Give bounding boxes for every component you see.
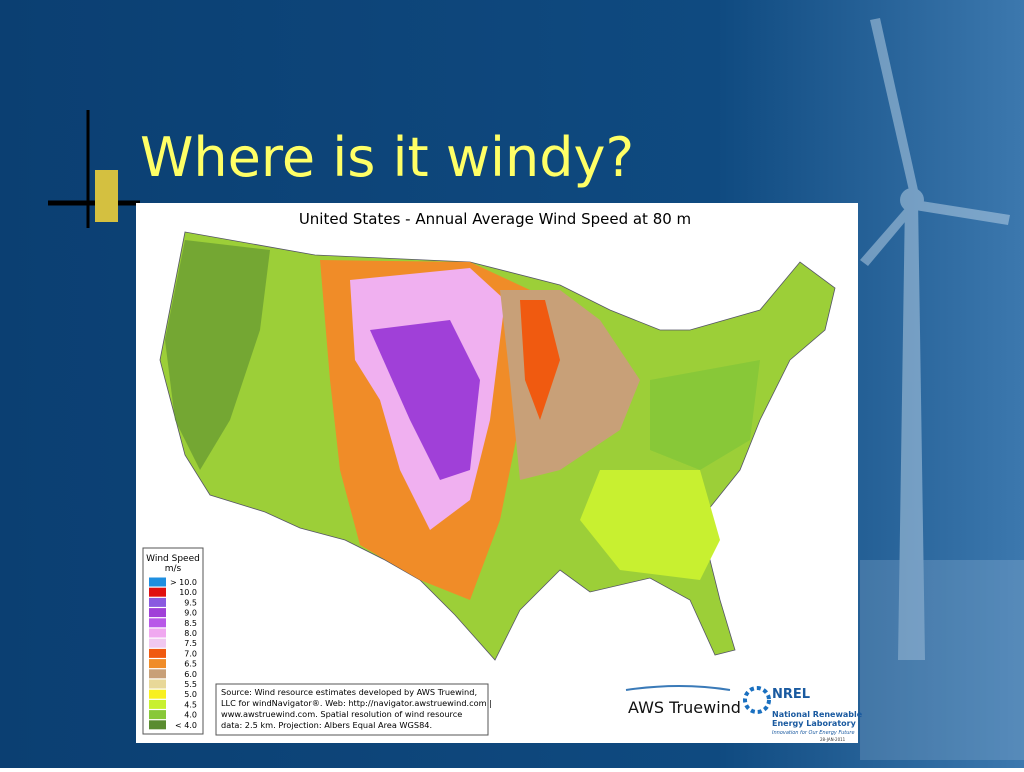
nrel-name: National Renewable <box>772 710 863 719</box>
legend-swatch <box>149 659 166 669</box>
legend-label: 10.0 <box>179 588 197 597</box>
nrel-name: Energy Laboratory <box>772 719 857 728</box>
legend-label: 4.0 <box>184 711 197 720</box>
legend-swatch <box>149 710 166 720</box>
source-line: data: 2.5 km. Projection: Albers Equal A… <box>221 720 432 730</box>
legend-swatch <box>149 638 166 648</box>
us-map <box>159 231 836 661</box>
source-line: www.awstruewind.com. Spatial resolution … <box>221 709 462 719</box>
legend-label: 7.0 <box>184 649 197 658</box>
legend-swatch <box>149 608 166 618</box>
source-line: Source: Wind resource estimates develope… <box>221 687 477 697</box>
map-title: United States - Annual Average Wind Spee… <box>299 210 691 228</box>
slide-title: Where is it windy? <box>140 126 634 189</box>
legend-swatch <box>149 597 166 607</box>
legend-label: 9.5 <box>184 598 197 607</box>
legend-label: > 10.0 <box>170 578 197 587</box>
legend-label: < 4.0 <box>175 721 197 730</box>
legend-label: 6.0 <box>184 670 197 679</box>
legend-swatch <box>149 618 166 628</box>
legend-swatch <box>149 587 166 597</box>
decor-block <box>95 170 118 222</box>
legend-unit: m/s <box>165 564 182 574</box>
nrel-logo: NREL <box>772 687 810 702</box>
source-box <box>215 683 489 736</box>
legend-label: 8.5 <box>184 619 197 628</box>
turbine <box>860 18 1024 760</box>
legend-swatch <box>149 648 166 658</box>
legend-swatch <box>149 689 166 699</box>
source: Source: Wind resource estimates develope… <box>221 687 492 730</box>
aws-logo: AWS Truewind <box>628 698 741 717</box>
nrel-mark <box>743 686 771 714</box>
legend-label: 5.5 <box>184 680 197 689</box>
legend-swatch <box>149 720 166 730</box>
legend-swatch <box>149 679 166 689</box>
aws-swoosh <box>625 685 731 691</box>
source-line: LLC for windNavigator®. Web: http://navi… <box>221 698 492 708</box>
legend: > 10.010.09.5 9.08.58.07.57.0 6.56.05.55.0… <box>149 577 197 730</box>
legend-label: 4.5 <box>184 700 197 709</box>
legend-label: 5.0 <box>184 690 197 699</box>
legend-label: 7.5 <box>184 639 197 648</box>
legend-label: 8.0 <box>184 629 197 638</box>
legend-swatch <box>149 628 166 638</box>
legend-swatch <box>149 577 166 587</box>
legend-label: 9.0 <box>184 609 197 618</box>
map-date: 28-JAN-2011 <box>820 737 846 742</box>
legend-title: Wind Speed <box>146 554 200 564</box>
legend-swatch <box>149 669 166 679</box>
legend-swatch <box>149 699 166 709</box>
legend-label: 6.5 <box>184 660 197 669</box>
nrel-tagline: Innovation for Our Energy Future <box>772 730 855 736</box>
